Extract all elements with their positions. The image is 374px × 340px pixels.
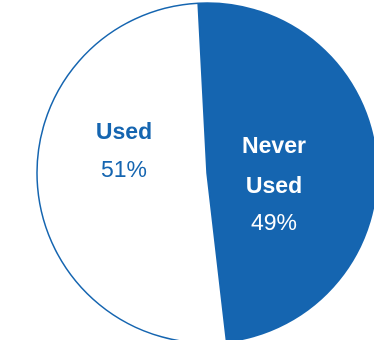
slice-value-used: 51% xyxy=(101,156,147,182)
slice-label-never-used-line1: Never xyxy=(242,132,306,158)
slice-label-used: Used xyxy=(96,118,152,144)
pie-slices xyxy=(36,2,374,340)
pie-labels: Never Used 49% Used 51% xyxy=(96,118,306,235)
slice-value-never-used: 49% xyxy=(251,209,297,235)
pie-slice-never-used xyxy=(197,2,374,340)
pie-slice-used xyxy=(36,2,228,340)
slice-label-never-used-line2: Used xyxy=(246,172,302,198)
